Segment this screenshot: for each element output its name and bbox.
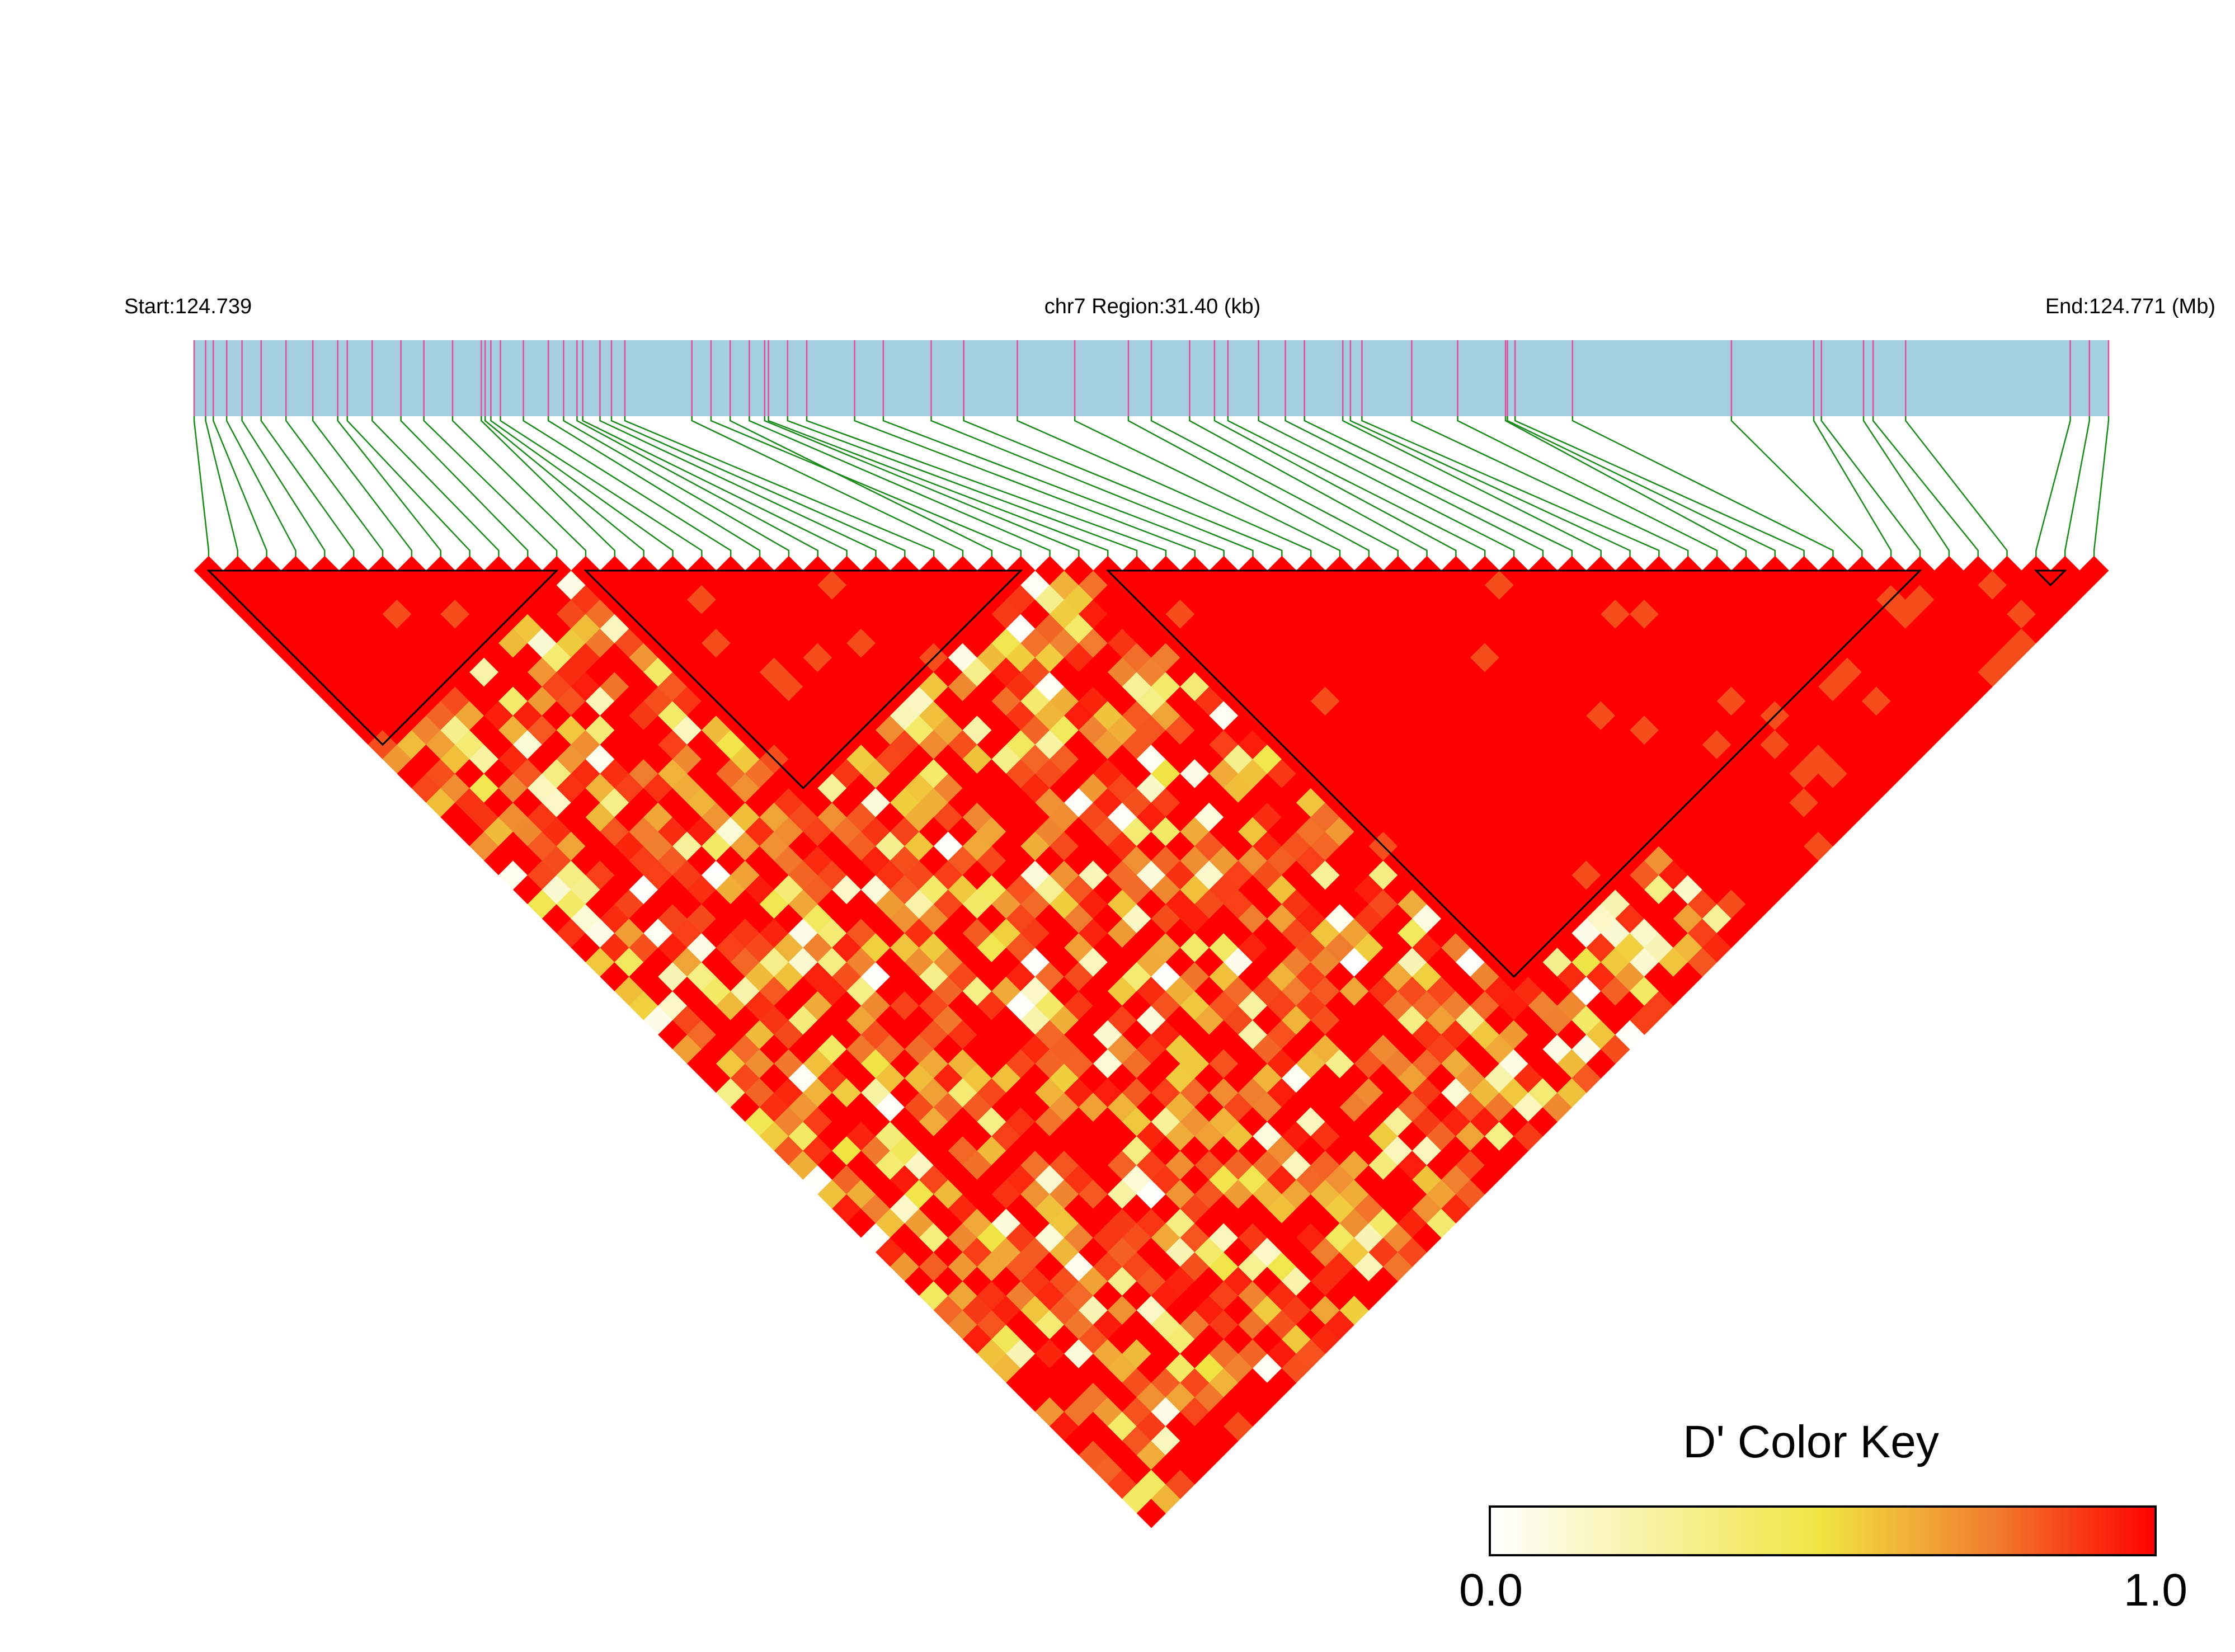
snp-connector [205,416,239,564]
color-key-gradient-bar [1489,1505,2157,1556]
snp-connector [1504,416,1747,564]
snp-connector [1258,416,1515,564]
snp-connector [490,416,674,564]
snp-connector [1017,416,1312,564]
color-key-title: D' Color Key [1683,1416,1939,1467]
snp-connector [285,416,384,564]
snp-connector [2093,416,2110,564]
snp-connector [1150,416,1399,564]
region-start-label: Start:124.739 [124,295,252,318]
color-key-max-label: 1.0 [2124,1565,2187,1616]
snp-connector [400,416,529,564]
color-key-min-label: 0.0 [1459,1565,1523,1616]
snp-connector [1411,416,1689,564]
snp-connector [1905,416,2008,564]
snp-connector [1730,416,1863,564]
snp-connector [212,416,267,564]
snp-connector [1189,416,1428,564]
snp-position-ticks [193,340,2110,416]
snp-connector [930,416,1254,564]
snp-connector [764,416,1080,564]
snp-connector [963,416,1283,564]
region-center-label: chr7 Region:31.40 (kb) [1044,295,1261,318]
snp-connector [225,416,297,564]
snp-connector [691,416,964,564]
ld-heatmap [194,556,2109,1528]
color-key: D' Color Key 0.0 1.0 [1459,1416,2187,1616]
snp-connector [854,416,1196,564]
snp-connector [1862,416,1950,564]
snp-connector-lines [193,416,2110,564]
snp-connector [1361,416,1660,564]
snp-connector [371,416,500,564]
snp-connector [1507,416,1776,564]
snp-connector [1349,416,1631,564]
snp-connector [260,416,355,564]
region-end-label: End:124.771 (Mb) [2045,295,2215,318]
snp-connector [1872,416,1979,564]
gene-track [193,340,2110,416]
snp-connector [241,416,326,564]
snp-connector [2064,416,2091,564]
snp-connector [624,416,935,564]
snp-connector [1820,416,1921,564]
snp-connector [2035,416,2071,564]
snp-connector [500,416,703,564]
snp-connector [610,416,906,564]
snp-connector [312,416,413,564]
snp-connector [1284,416,1544,564]
snp-connector [193,416,210,564]
snp-connector [576,416,818,564]
snp-connector [523,416,732,564]
snp-connector [1213,416,1457,564]
